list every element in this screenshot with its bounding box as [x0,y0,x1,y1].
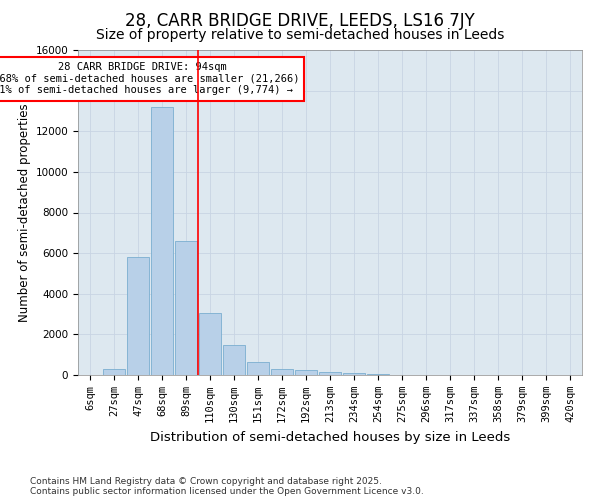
Bar [151,107,173,375]
Text: Contains HM Land Registry data © Crown copyright and database right 2025.
Contai: Contains HM Land Registry data © Crown c… [30,476,424,496]
Bar [247,362,269,375]
Bar [319,372,341,375]
Text: 28, CARR BRIDGE DRIVE, LEEDS, LS16 7JY: 28, CARR BRIDGE DRIVE, LEEDS, LS16 7JY [125,12,475,30]
Bar [103,369,125,375]
Text: 28 CARR BRIDGE DRIVE: 94sqm
← 68% of semi-detached houses are smaller (21,266)
3: 28 CARR BRIDGE DRIVE: 94sqm ← 68% of sem… [0,62,299,96]
Bar [367,374,389,375]
Bar [343,373,365,375]
Text: Size of property relative to semi-detached houses in Leeds: Size of property relative to semi-detach… [96,28,504,42]
Bar [199,313,221,375]
Y-axis label: Number of semi-detached properties: Number of semi-detached properties [19,103,31,322]
Bar [175,241,197,375]
Bar [271,368,293,375]
Bar [223,344,245,375]
Bar [127,257,149,375]
X-axis label: Distribution of semi-detached houses by size in Leeds: Distribution of semi-detached houses by … [150,430,510,444]
Bar [295,370,317,375]
